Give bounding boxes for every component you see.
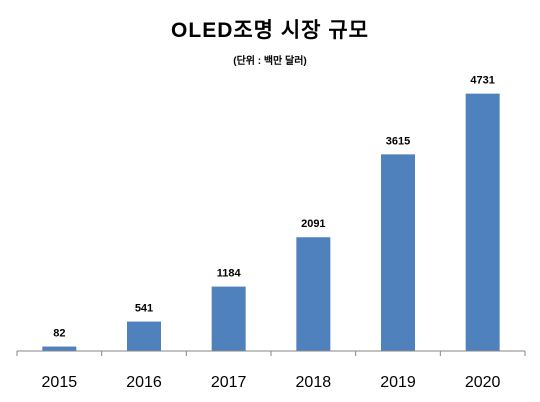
value-label-2019: 3615 bbox=[386, 135, 410, 147]
category-label-2020: 2020 bbox=[465, 374, 501, 391]
value-label-2015: 82 bbox=[53, 328, 65, 340]
bar-2015 bbox=[42, 346, 77, 351]
bar-2016 bbox=[127, 321, 161, 351]
bar-2019 bbox=[381, 154, 415, 351]
bar-2020 bbox=[465, 93, 500, 351]
value-label-2017: 1184 bbox=[217, 268, 242, 280]
chart-title: OLED조명 시장 규모 bbox=[171, 19, 369, 42]
category-label-2019: 2019 bbox=[380, 374, 416, 391]
category-labels-group: 2015 2016 2017 2018 2019 2020 bbox=[42, 374, 501, 391]
category-label-2018: 2018 bbox=[296, 374, 332, 391]
bars-group bbox=[42, 93, 500, 351]
category-label-2015: 2015 bbox=[42, 374, 78, 391]
category-label-2017: 2017 bbox=[211, 374, 247, 391]
bar-2018 bbox=[296, 237, 331, 351]
value-labels-group: 82 541 1184 2091 3615 4731 bbox=[53, 75, 495, 340]
value-label-2018: 2091 bbox=[301, 218, 325, 230]
value-label-2016: 541 bbox=[135, 303, 153, 315]
bar-2017 bbox=[211, 286, 246, 351]
category-label-2016: 2016 bbox=[126, 374, 162, 391]
value-label-2020: 4731 bbox=[470, 75, 494, 87]
chart-subtitle: (단위 : 백만 달러) bbox=[233, 56, 307, 67]
x-axis-ticks bbox=[16, 351, 526, 356]
